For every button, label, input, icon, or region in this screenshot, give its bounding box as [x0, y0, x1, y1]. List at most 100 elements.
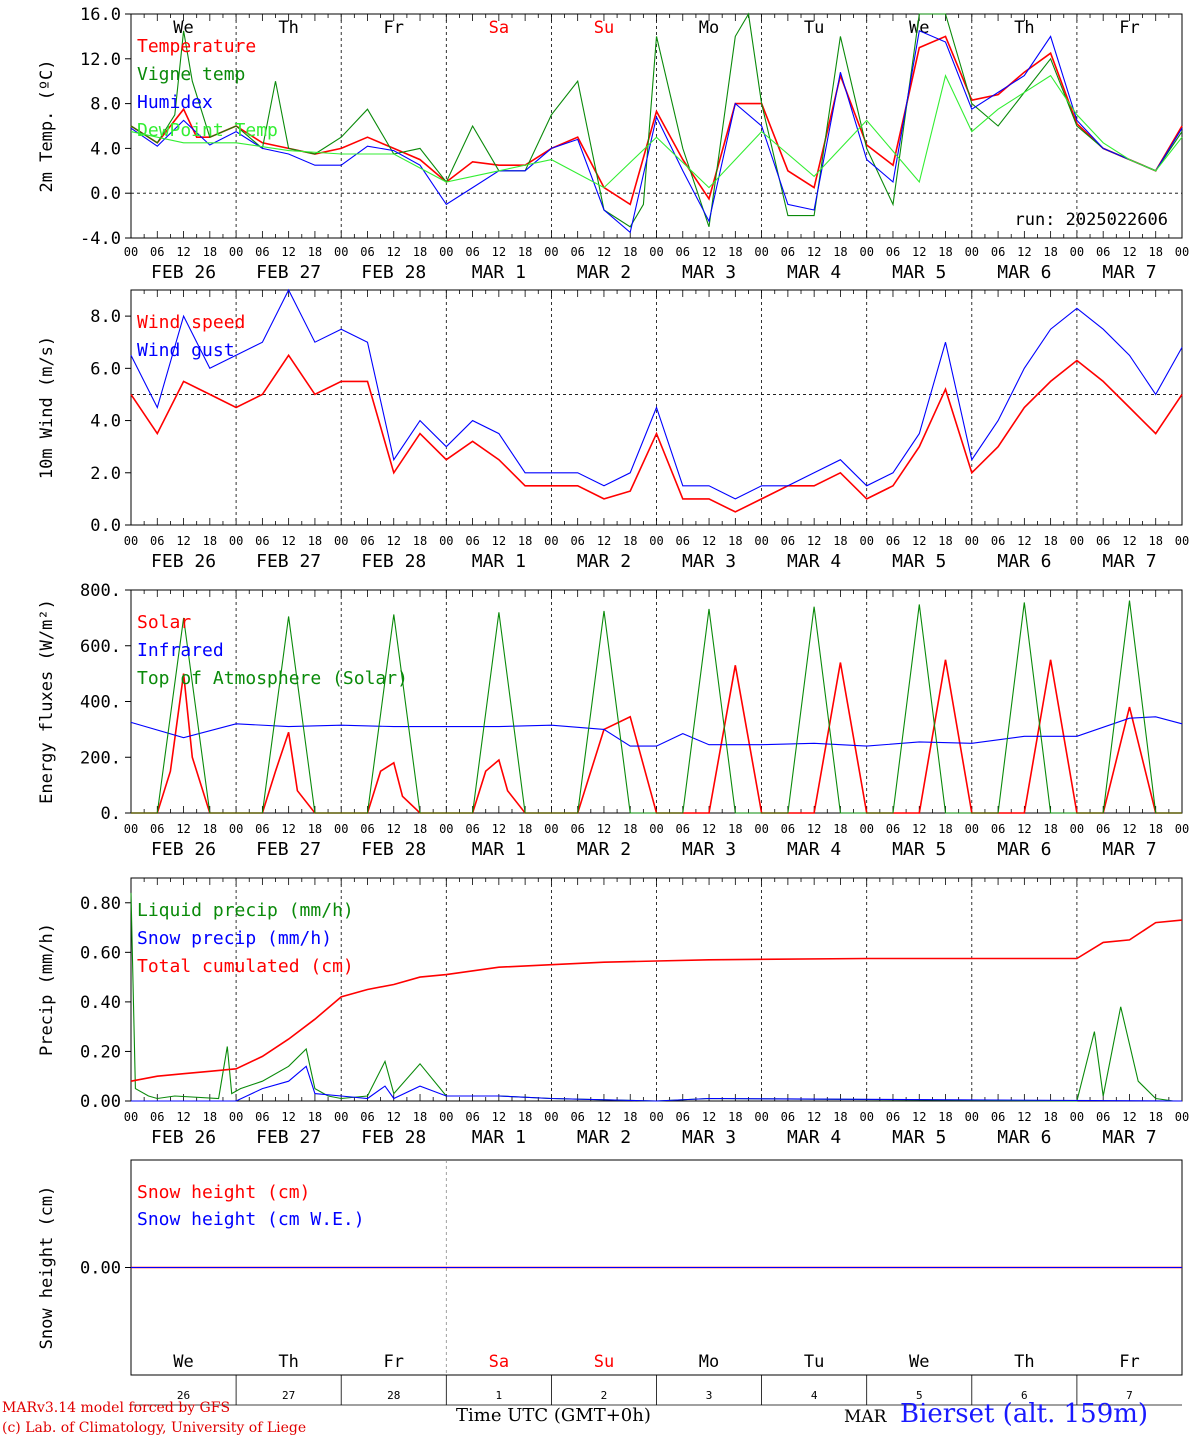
- hour-tick-label: 06: [360, 1110, 374, 1124]
- hour-tick-label: 18: [518, 822, 532, 836]
- weekday-label: We: [909, 18, 929, 38]
- hour-tick-label: 06: [150, 1110, 164, 1124]
- hour-tick-label: 12: [807, 1110, 821, 1124]
- weekday-label: Mo: [699, 18, 719, 38]
- day-label: MAR 6: [997, 262, 1051, 283]
- hour-tick-label: 00: [439, 245, 453, 259]
- y-tick-label: 4.0: [90, 139, 121, 159]
- hour-tick-label: 18: [1043, 1110, 1057, 1124]
- hour-tick-label: 00: [1175, 822, 1189, 836]
- y-tick-label: 8.0: [90, 95, 121, 115]
- hour-tick-label: 00: [439, 534, 453, 548]
- day-label: MAR 2: [577, 262, 631, 283]
- series-line-green: [130, 12, 1183, 228]
- hour-tick-label: 18: [1043, 534, 1057, 548]
- hour-tick-label: 00: [334, 534, 348, 548]
- y-axis-label: Energy fluxes (W/m²): [37, 599, 57, 804]
- hour-tick-label: 18: [1148, 534, 1162, 548]
- hour-tick-label: 06: [991, 534, 1005, 548]
- legend-entry: Wind speed: [137, 312, 245, 333]
- y-tick-label: 8.0: [90, 307, 121, 327]
- hour-tick-label: 00: [649, 822, 663, 836]
- day-label: MAR 6: [997, 839, 1051, 860]
- hour-tick-label: 18: [203, 822, 217, 836]
- y-tick-label: 0.20: [80, 1042, 121, 1062]
- hour-tick-label: 12: [597, 822, 611, 836]
- day-label: MAR 5: [892, 839, 946, 860]
- hour-tick-label: 06: [360, 534, 374, 548]
- weekday-label: Mo: [699, 1352, 719, 1372]
- y-axis-label: 2m Temp. (ºC): [37, 59, 57, 192]
- hour-tick-label: 06: [360, 822, 374, 836]
- hour-tick-label: 00: [859, 1110, 873, 1124]
- hour-tick-label: 18: [413, 534, 427, 548]
- weekday-label: Fr: [384, 1352, 404, 1372]
- y-tick-label: 16.0: [80, 5, 121, 25]
- hour-tick-label: 18: [518, 245, 532, 259]
- day-label: MAR 4: [787, 262, 841, 283]
- hour-tick-label: 12: [176, 1110, 190, 1124]
- month-label: MAR: [844, 1407, 887, 1427]
- hour-tick-label: 12: [702, 1110, 716, 1124]
- y-tick-label: 0.80: [80, 894, 121, 914]
- hour-tick-label: 00: [229, 822, 243, 836]
- hour-tick-label: 06: [150, 534, 164, 548]
- hour-tick-label: 12: [807, 534, 821, 548]
- day-label: MAR 6: [997, 1127, 1051, 1148]
- hour-tick-label: 12: [176, 245, 190, 259]
- hour-tick-label: 12: [912, 1110, 926, 1124]
- hour-tick-label: 00: [544, 822, 558, 836]
- day-label: FEB 26: [151, 1127, 216, 1148]
- hour-tick-label: 06: [570, 1110, 584, 1124]
- series-line-green: [130, 892, 1182, 1102]
- y-axis-label: 10m Wind (m/s): [37, 336, 57, 479]
- hour-tick-label: 18: [1148, 245, 1162, 259]
- weekday-label: We: [173, 1352, 193, 1372]
- hour-tick-label: 12: [597, 534, 611, 548]
- series-line-blue: [131, 1065, 1183, 1102]
- hour-tick-label: 18: [203, 534, 217, 548]
- weekday-label: Th: [1014, 18, 1034, 38]
- hour-tick-label: 00: [754, 822, 768, 836]
- day-label: FEB 27: [256, 1127, 321, 1148]
- hour-tick-label: 18: [938, 245, 952, 259]
- hour-tick-label: 12: [1017, 245, 1031, 259]
- day-label: MAR 7: [1102, 551, 1156, 572]
- y-tick-label: 200.: [80, 748, 121, 768]
- hour-tick-label: 00: [965, 1110, 979, 1124]
- hour-tick-label: 06: [570, 534, 584, 548]
- model-credit-text: MARv3.14 model forced by GFS: [2, 1400, 231, 1416]
- day-label: FEB 28: [361, 839, 426, 860]
- day-label: MAR 6: [997, 551, 1051, 572]
- series-line-red: [130, 353, 1183, 513]
- hour-tick-label: 06: [465, 822, 479, 836]
- station-name: Bierset (alt. 159m): [900, 1399, 1149, 1429]
- hour-tick-label: 06: [255, 822, 269, 836]
- hour-tick-label: 12: [387, 245, 401, 259]
- hour-tick-label: 06: [465, 1110, 479, 1124]
- day-label: MAR 1: [472, 551, 526, 572]
- hour-tick-label: 18: [1043, 245, 1057, 259]
- series-line-blue: [130, 716, 1183, 747]
- hour-tick-label: 06: [360, 245, 374, 259]
- hour-tick-label: 06: [1096, 1110, 1110, 1124]
- day-label: MAR 2: [577, 551, 631, 572]
- day-label: FEB 26: [151, 262, 216, 283]
- day-label: FEB 28: [361, 1127, 426, 1148]
- day-label: FEB 27: [256, 262, 321, 283]
- day-label: MAR 2: [577, 1127, 631, 1148]
- hour-tick-label: 00: [965, 534, 979, 548]
- series-line-red: [130, 35, 1183, 206]
- hour-tick-label: 18: [833, 534, 847, 548]
- hour-tick-label: 12: [281, 1110, 295, 1124]
- hour-tick-label: 00: [1070, 822, 1084, 836]
- hour-tick-label: 00: [649, 245, 663, 259]
- hour-tick-label: 18: [623, 1110, 637, 1124]
- hour-tick-label: 06: [570, 245, 584, 259]
- hour-tick-label: 18: [728, 245, 742, 259]
- y-tick-label: 0.0: [90, 516, 121, 536]
- hour-tick-label: 12: [281, 245, 295, 259]
- day-label: MAR 3: [682, 839, 736, 860]
- hour-tick-label: 06: [150, 822, 164, 836]
- hour-tick-label: 18: [938, 534, 952, 548]
